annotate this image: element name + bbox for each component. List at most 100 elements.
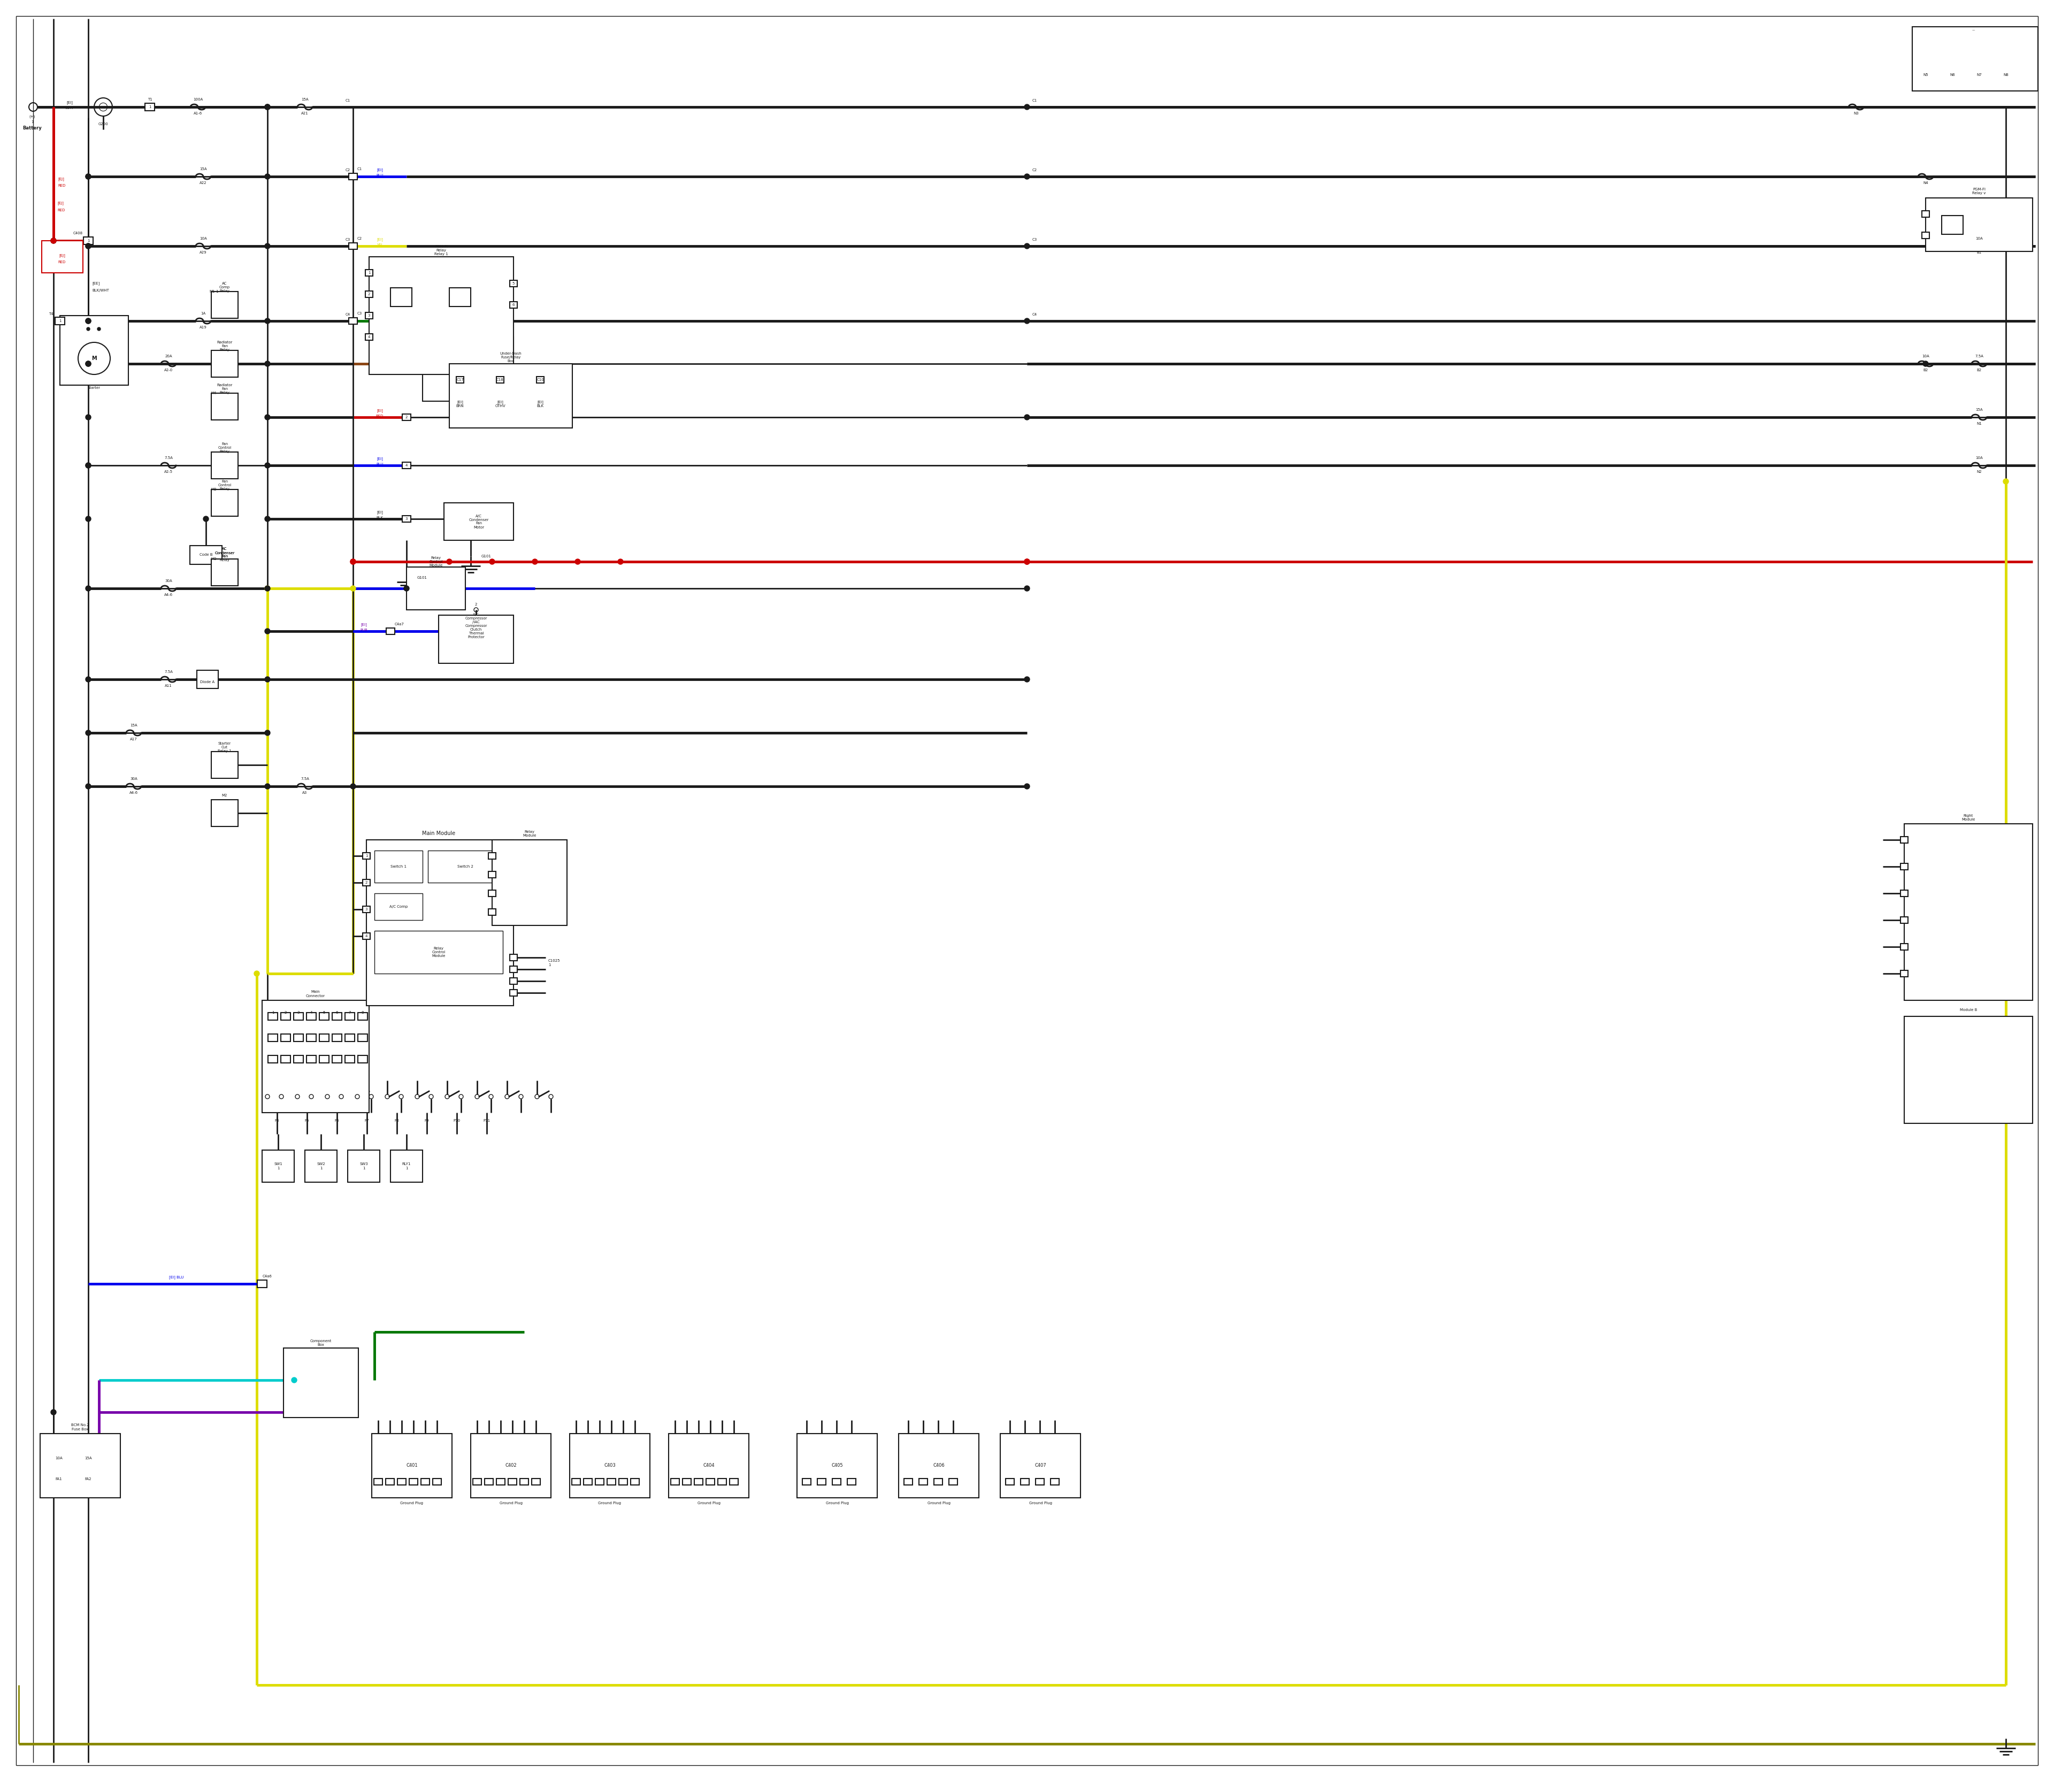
Circle shape: [1025, 677, 1029, 683]
Bar: [349, 317, 357, 324]
Text: FA2: FA2: [84, 1477, 92, 1480]
Text: 1: 1: [86, 238, 90, 242]
Text: Radiator
Fan
Relay: Radiator Fan Relay: [218, 383, 232, 394]
Text: B2: B2: [1923, 369, 1929, 371]
Text: 2: 2: [283, 1011, 288, 1014]
Text: Component
Box: Component Box: [310, 1339, 333, 1346]
Circle shape: [265, 414, 271, 419]
Text: Starter: Starter: [88, 387, 101, 389]
Bar: [364, 934, 370, 939]
Text: 1: 1: [148, 106, 152, 109]
Bar: [55, 317, 66, 324]
Bar: [146, 104, 154, 111]
Bar: [596, 1478, 604, 1486]
Text: P4: P4: [275, 1118, 279, 1122]
Text: 3: 3: [368, 314, 370, 317]
Circle shape: [265, 783, 271, 788]
Bar: [1923, 211, 1929, 217]
Text: RED: RED: [58, 260, 66, 263]
Text: 30A: 30A: [164, 579, 173, 582]
Bar: [1904, 1016, 2033, 1124]
Text: 6: 6: [335, 1011, 339, 1014]
Circle shape: [86, 360, 90, 366]
Bar: [267, 1012, 277, 1020]
Bar: [212, 452, 238, 478]
Text: 15A: 15A: [199, 167, 207, 170]
Circle shape: [86, 783, 90, 788]
Circle shape: [1025, 783, 1029, 788]
Text: 2: 2: [405, 362, 407, 366]
Bar: [456, 376, 464, 383]
Bar: [304, 1150, 337, 1183]
Text: C1: C1: [357, 167, 362, 170]
Bar: [497, 1478, 505, 1486]
Circle shape: [86, 729, 90, 735]
Text: N5: N5: [1923, 73, 1929, 77]
Text: Fan
Control
Relay: Fan Control Relay: [218, 480, 232, 491]
Circle shape: [86, 360, 90, 366]
Circle shape: [255, 971, 259, 977]
Text: [EI]
OTHV: [EI] OTHV: [495, 400, 505, 407]
Text: 8: 8: [362, 1011, 364, 1014]
Text: Ground Plug: Ground Plug: [499, 1502, 522, 1505]
Text: C408: C408: [74, 231, 82, 235]
Text: FA1: FA1: [55, 1477, 62, 1480]
Text: B2: B2: [1976, 369, 1982, 371]
Bar: [366, 290, 374, 297]
Text: A4-6: A4-6: [129, 790, 138, 794]
Bar: [717, 1478, 727, 1486]
Circle shape: [265, 104, 271, 109]
Text: 10A: 10A: [1976, 237, 1982, 240]
Bar: [1900, 918, 1908, 923]
Circle shape: [1923, 360, 1929, 366]
Bar: [520, 1478, 528, 1486]
Text: PUR: PUR: [359, 629, 368, 633]
Text: BLK/WHT: BLK/WHT: [92, 289, 109, 292]
Bar: [509, 280, 518, 287]
Bar: [374, 1478, 382, 1486]
Bar: [900, 1434, 980, 1498]
Bar: [372, 1434, 452, 1498]
Circle shape: [1025, 244, 1029, 249]
Text: 2: 2: [474, 602, 477, 606]
Text: AC
Comp
Relay: AC Comp Relay: [220, 281, 230, 292]
Circle shape: [86, 462, 90, 468]
Text: C10: C10: [536, 378, 544, 382]
Circle shape: [351, 559, 355, 564]
Circle shape: [265, 629, 271, 634]
Text: C3: C3: [357, 312, 362, 315]
Bar: [374, 894, 423, 919]
Circle shape: [265, 244, 271, 249]
Text: C4a6: C4a6: [263, 1274, 273, 1278]
Text: Relay
Module: Relay Module: [524, 830, 536, 837]
Bar: [366, 333, 374, 340]
Circle shape: [532, 559, 538, 564]
Text: Right
Module: Right Module: [1962, 814, 1976, 821]
Text: A4-6: A4-6: [164, 593, 173, 597]
Text: 10A: 10A: [199, 237, 207, 240]
Text: 10A: 10A: [1976, 457, 1982, 459]
Bar: [1941, 215, 1964, 235]
Bar: [444, 504, 514, 539]
Text: N6: N6: [1949, 73, 1955, 77]
Bar: [189, 545, 222, 564]
Bar: [366, 269, 374, 276]
Text: [EI]: [EI]: [376, 511, 382, 514]
Bar: [267, 1034, 277, 1041]
Bar: [509, 966, 518, 973]
Bar: [832, 1478, 840, 1486]
Text: 1: 1: [271, 1011, 273, 1014]
Bar: [509, 989, 518, 996]
Circle shape: [86, 174, 90, 179]
Text: BRN: BRN: [376, 360, 384, 364]
Bar: [694, 1478, 702, 1486]
Circle shape: [86, 174, 90, 179]
Circle shape: [86, 516, 90, 521]
Text: P5: P5: [304, 1118, 310, 1122]
Text: [EI]
BLK: [EI] BLK: [536, 400, 544, 407]
Text: M8: M8: [212, 487, 218, 491]
Circle shape: [2003, 478, 2009, 484]
Bar: [672, 1478, 680, 1486]
Text: 1: 1: [366, 855, 368, 858]
Bar: [364, 853, 370, 858]
